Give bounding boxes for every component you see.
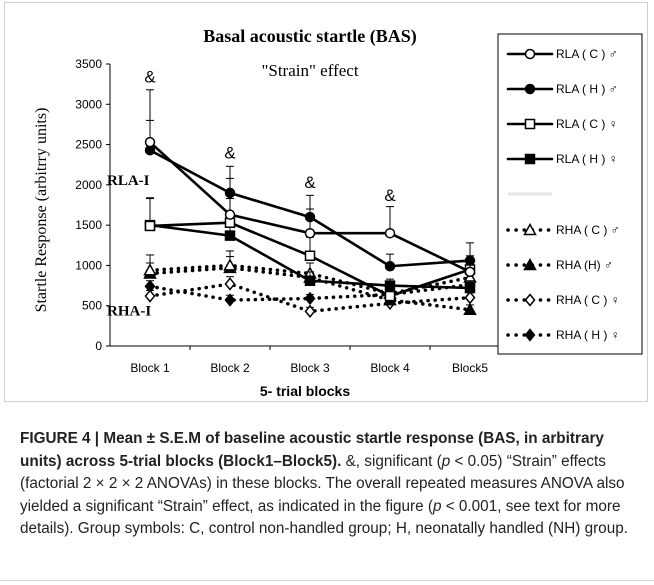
legend-item: RHA ( C ) ♂ [506,222,620,237]
legend-item: RHA ( H ) ♀ [506,328,620,342]
data-point [464,290,476,305]
significance-marker: & [304,173,316,192]
data-point [224,293,236,307]
data-point [223,258,237,271]
y-tick-label: 2000 [75,178,102,192]
data-point [384,260,396,272]
legend-item: RLA ( H ) ♂ [506,82,618,96]
series-layer [143,89,477,319]
y-tick-label: 3500 [75,57,102,71]
chart-subtitle: "Strain" effect [261,61,358,80]
legend-label: RHA ( C ) ♀ [556,293,620,307]
figure-frame [4,2,648,402]
y-ticks: 0 500 1000 1500 2000 2500 3000 3500 [75,57,110,353]
legend-label: RLA ( H ) ♀ [556,152,618,166]
data-point [144,136,156,148]
x-tick-label: Block5 [452,361,488,375]
y-tick-label: 3000 [75,97,102,111]
legend-item: RLA ( H ) ♀ [506,152,618,166]
legend-item: RLA ( C ) ♀ [506,117,618,131]
y-tick-label: 1500 [75,218,102,232]
legend-marker [524,48,536,60]
figure-caption: FIGURE 4 | Mean ± S.E.M of baseline acou… [20,428,640,541]
y-axis-label: Startle Response (arbitrry units) [33,108,50,313]
significance-marker: & [384,186,396,205]
group-label: RLA-I [107,173,150,189]
data-point [304,291,316,306]
legend-marker [524,118,536,130]
x-tick-label: Block 2 [210,361,250,375]
series-line [148,266,472,312]
data-point [304,304,316,319]
data-point [463,302,477,315]
x-ticks: Block 1 Block 2 Block 3 Block 4 Block5 [130,346,511,375]
legend-label: RHA ( H ) ♀ [556,328,620,342]
data-point [304,250,316,262]
data-point [224,277,236,291]
series-line [148,283,472,302]
legend-marker [523,222,537,236]
significance-marker: & [224,143,236,162]
caption-part2: < 0.05) “Strain” effects (factorial 2 × … [20,452,625,515]
chart-title: Basal acoustic startle (BAS) [203,26,416,47]
x-tick-label: Block 1 [130,361,170,375]
caption-p1: p [441,452,451,470]
legend-item: RLA ( C ) ♂ [506,47,618,61]
legend-item: RHA ( C ) ♀ [506,293,620,307]
legend-label: RLA ( C ) ♀ [556,117,618,131]
legend-marker [524,293,536,307]
legend-item: RHA (H) ♂ [506,257,613,272]
data-point [464,266,476,278]
data-point [304,227,316,239]
legend-label: RHA (H) ♂ [556,258,613,272]
caption-rule [0,580,654,581]
legend-label: RLA ( C ) ♂ [556,47,618,61]
legend-marker [523,257,537,271]
caption-p2: p [432,497,442,515]
data-point [224,230,236,241]
y-tick-label: 1000 [75,258,102,272]
legend: RLA ( C ) ♂ RLA ( H ) ♂ RLA ( C ) ♀ RLA ( H… [497,33,643,355]
caption-bold: FIGURE 4 | Mean ± S.E.M of baseline acou… [20,430,604,470]
data-point [384,227,396,239]
legend-marker [524,153,536,165]
axes [109,64,512,347]
annotations: & & & & RLA-I RHA-I [107,68,396,320]
y-tick-label: 2500 [75,138,102,152]
x-tick-label: Block 3 [290,361,330,375]
data-point [144,220,156,232]
data-point [384,290,396,302]
y-tick-label: 500 [82,299,102,313]
x-axis-label: 5- trial blocks [260,383,350,399]
legend-marker [524,328,536,342]
group-label: RHA-I [107,303,151,319]
significance-marker: & [144,68,156,87]
data-point [304,275,316,286]
caption-part3: < 0.001, see text for more details). Gro… [20,497,628,538]
legend-label: RLA ( H ) ♂ [556,82,618,96]
legend-label: RHA ( C ) ♂ [556,223,620,237]
data-point [143,263,157,276]
y-tick-label: 0 [95,339,102,353]
data-point [464,282,476,294]
caption-part1: &, significant ( [341,452,442,470]
series-rla-c- [144,89,476,278]
x-tick-label: Block 4 [370,361,410,375]
legend-marker [524,83,536,95]
data-point [144,289,156,303]
data-point [224,209,236,220]
